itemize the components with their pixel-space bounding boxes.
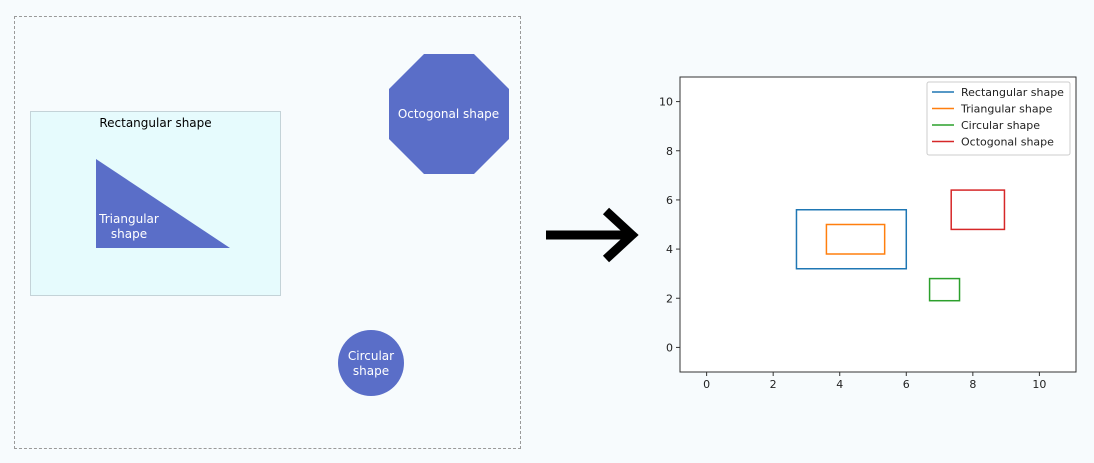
x-tick-label: 0 (703, 378, 710, 391)
circular-shape (338, 330, 404, 396)
x-tick-label: 10 (1032, 378, 1046, 391)
right-arrow-icon (546, 207, 639, 263)
triangular-shape (96, 159, 230, 248)
rectangular-shape (30, 111, 281, 296)
legend-entry: Triangular shape (960, 103, 1053, 116)
octogonal-shape-label: Octogonal shape (397, 107, 500, 121)
y-tick-label: 10 (659, 96, 673, 109)
triangular-label-line1: Triangular (99, 212, 159, 226)
series-box (928, 277, 961, 302)
series-box (950, 189, 1006, 231)
series-box (825, 223, 886, 255)
legend-entry: Octogonal shape (961, 136, 1054, 149)
bounding-box-chart: 0 2 4 6 8 10 0 2 4 6 8 10 Rectangular shape Triangula… (659, 76, 1077, 391)
circular-shape-label: Circular shape (338, 349, 404, 379)
legend-box (926, 81, 1071, 156)
x-tick-label: 8 (969, 378, 976, 391)
y-tick-label: 8 (666, 145, 673, 158)
legend-entry: Rectangular shape (961, 86, 1064, 99)
circular-label-line2: shape (352, 364, 390, 378)
circular-label-line1: Circular (347, 349, 395, 363)
y-tick-label: 4 (666, 243, 673, 256)
y-tick-label: 2 (666, 292, 673, 305)
x-tick-label: 2 (770, 378, 777, 391)
y-tick-label: 0 (666, 341, 673, 354)
triangular-shape-label: Triangular shape (96, 212, 162, 242)
x-tick-label: 4 (836, 378, 843, 391)
series-box (795, 209, 908, 270)
legend-entry: Circular shape (961, 119, 1040, 132)
diagram-canvas (14, 16, 521, 449)
triangular-label-line2: shape (110, 227, 148, 241)
x-tick-label: 6 (903, 378, 910, 391)
rectangular-shape-label: Rectangular shape (99, 116, 212, 130)
octogonal-shape (389, 54, 509, 174)
y-tick-label: 6 (666, 194, 673, 207)
